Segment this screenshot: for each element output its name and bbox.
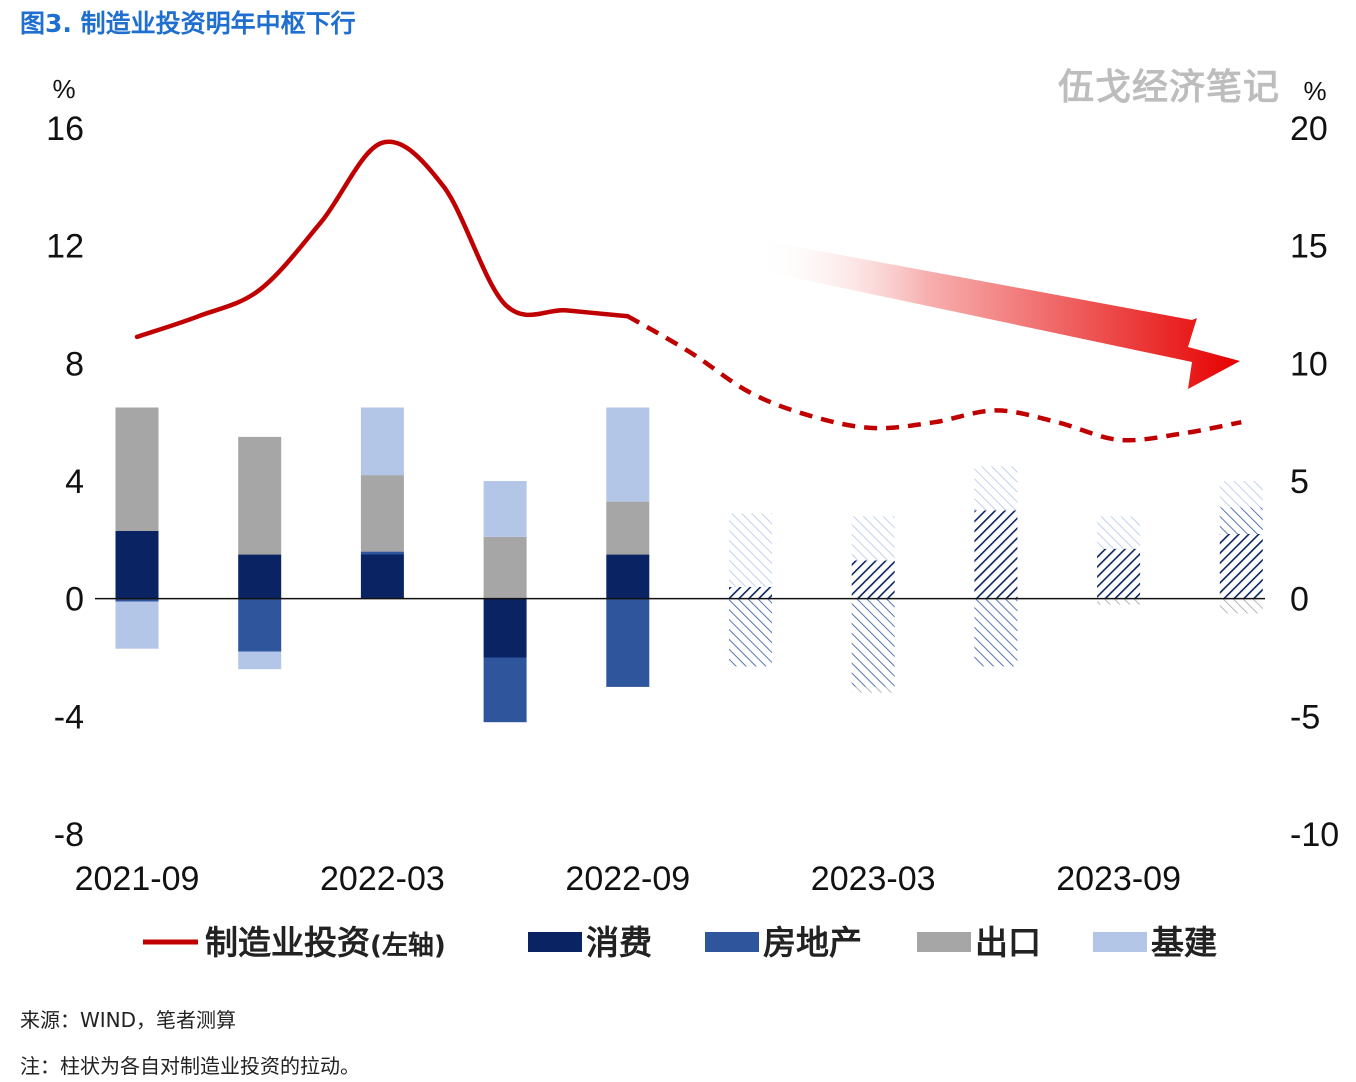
x-axis-tick: 2022-09 bbox=[565, 860, 690, 898]
bar-real_estate-2022-12 bbox=[729, 598, 772, 667]
bar-export-2023-12 bbox=[1219, 598, 1263, 614]
watermark: 伍戈经济笔记 bbox=[1058, 67, 1281, 108]
x-axis-tick: 2023-03 bbox=[811, 860, 936, 898]
right-axis-tick: 10 bbox=[1290, 345, 1328, 383]
chart-canvas: % 16 12 8 4 0 -4 -8% 20 15 10 5 0 -5 -10 2021-09 2022-03… bbox=[46, 74, 1339, 962]
right-axis-tick: 20 bbox=[1290, 110, 1328, 148]
bar-infrastructure-2023-09 bbox=[1097, 516, 1141, 549]
legend-left-axis-note: (左轴) bbox=[370, 931, 446, 961]
bar-infrastructure-2022-12 bbox=[729, 513, 772, 587]
manufacturing-line-actual bbox=[134, 139, 631, 340]
bar-real_estate-2021-12 bbox=[238, 598, 282, 652]
bar-real_estate-2021-09 bbox=[115, 598, 159, 602]
bar-infrastructure-2023-12 bbox=[1219, 481, 1263, 508]
right-axis-tick: 15 bbox=[1290, 228, 1328, 266]
bar-consumption-2023-03 bbox=[851, 560, 895, 599]
footnote: 注：柱状为各自对制造业投资的拉动。 bbox=[20, 1054, 360, 1078]
right-axis-tick: -5 bbox=[1290, 698, 1320, 736]
bar-real_estate-2022-06 bbox=[483, 657, 527, 723]
bar-real_estate-2022-03 bbox=[360, 551, 404, 555]
right-axis-tick: 0 bbox=[1290, 581, 1309, 619]
x-axis-tick: 2023-09 bbox=[1056, 860, 1181, 898]
bar-consumption-2023-09 bbox=[1097, 548, 1141, 599]
bar-infrastructure-2021-12 bbox=[238, 651, 282, 670]
legend-swatch-consumption bbox=[528, 932, 582, 952]
legend-swatch-export bbox=[917, 932, 971, 952]
legend-real_estate: 房地产 bbox=[763, 923, 862, 962]
legend-manufacturing: 制造业投资(左轴) bbox=[205, 923, 446, 962]
left-axis-tick: -4 bbox=[54, 698, 84, 736]
left-axis-tick: 12 bbox=[46, 228, 84, 266]
bar-infrastructure-2023-06 bbox=[974, 466, 1018, 511]
left-axis-unit: % bbox=[52, 74, 75, 104]
bar-consumption-2022-12 bbox=[729, 586, 772, 599]
bar-consumption-2023-06 bbox=[974, 510, 1018, 599]
bar-infrastructure-2023-03 bbox=[851, 516, 895, 561]
legend-swatch-real_estate bbox=[705, 932, 759, 952]
bar-real_estate-2023-03 bbox=[851, 598, 895, 687]
bar-infrastructure-2022-03 bbox=[360, 407, 404, 476]
bar-export-2022-09 bbox=[606, 501, 650, 555]
right-axis-unit: % bbox=[1303, 76, 1326, 106]
left-axis-tick: 16 bbox=[46, 110, 84, 148]
legend-consumption: 消费 bbox=[586, 923, 652, 962]
bar-consumption-2022-09 bbox=[606, 554, 650, 599]
bar-real_estate-2023-06 bbox=[974, 598, 1018, 667]
right-axis-tick: -10 bbox=[1290, 816, 1339, 854]
bar-infrastructure-2022-09 bbox=[606, 407, 650, 502]
left-axis-tick: 0 bbox=[65, 581, 84, 619]
bar-real_estate-2022-09 bbox=[606, 598, 650, 687]
bar-real_estate-2023-12 bbox=[1219, 507, 1263, 534]
bar-consumption-2021-09 bbox=[115, 531, 159, 599]
right-axis-tick: 5 bbox=[1290, 463, 1309, 501]
bar-export-2023-09 bbox=[1097, 598, 1141, 605]
legend-swatch-infrastructure bbox=[1093, 932, 1147, 952]
bar-export-2022-03 bbox=[360, 475, 404, 552]
bar-consumption-2023-12 bbox=[1219, 534, 1263, 599]
left-axis-tick: 4 bbox=[65, 463, 84, 501]
source-note: 来源：WIND，笔者测算 bbox=[20, 1008, 237, 1032]
left-axis-tick: 8 bbox=[65, 345, 84, 383]
bar-consumption-2022-06 bbox=[483, 598, 527, 658]
bar-consumption-2022-03 bbox=[360, 554, 404, 599]
bar-export-2021-12 bbox=[238, 436, 282, 555]
bar-infrastructure-2021-09 bbox=[115, 601, 159, 649]
manufacturing-line-forecast bbox=[626, 314, 1242, 443]
x-axis-tick: 2022-03 bbox=[320, 860, 445, 898]
bar-export-2023-03 bbox=[851, 686, 895, 693]
left-axis-tick: -8 bbox=[54, 816, 84, 854]
trend-arrow-icon bbox=[758, 240, 1240, 389]
x-axis-tick: 2021-09 bbox=[75, 860, 200, 898]
bar-infrastructure-2022-06 bbox=[483, 481, 527, 537]
bar-export-2021-09 bbox=[115, 407, 159, 531]
bar-export-2022-06 bbox=[483, 536, 527, 599]
bar-consumption-2021-12 bbox=[238, 554, 282, 599]
legend-infrastructure: 基建 bbox=[1151, 923, 1217, 962]
chart-title: 图3. 制造业投资明年中枢下行 bbox=[20, 9, 356, 38]
legend-export: 出口 bbox=[975, 923, 1041, 962]
